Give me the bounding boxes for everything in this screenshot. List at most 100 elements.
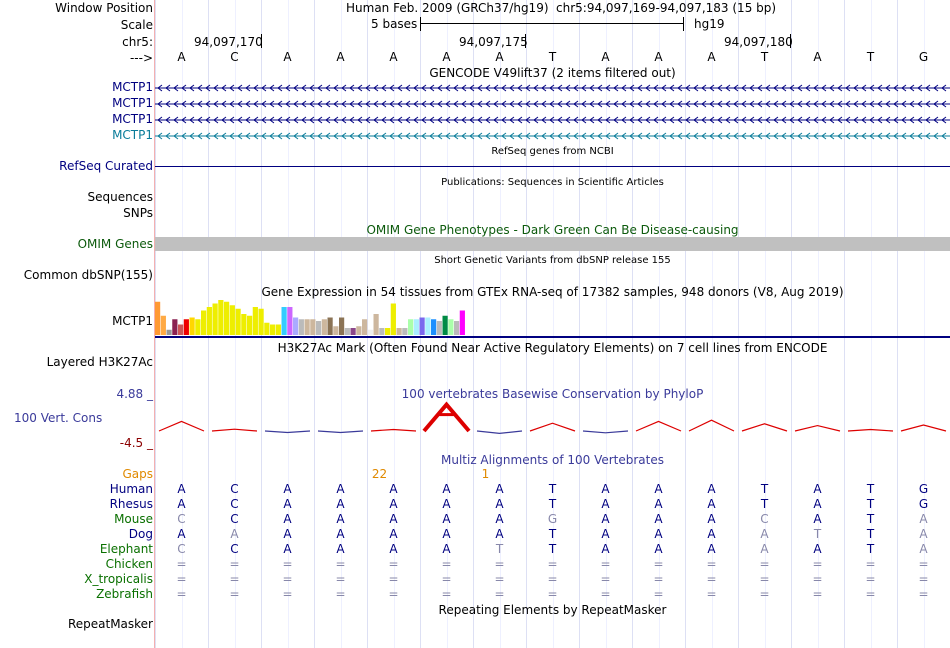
gtex-tissue-bar[interactable]	[448, 319, 454, 335]
gtex-tissue-bar[interactable]	[459, 310, 465, 336]
phylop-score-mark[interactable]	[476, 430, 523, 435]
gtex-tissue-bar[interactable]	[270, 324, 276, 336]
gtex-tissue-bar[interactable]	[425, 317, 431, 336]
gtex-tissue-bar[interactable]	[252, 307, 258, 335]
species-label[interactable]: Chicken	[105, 557, 153, 571]
gtex-tissue-bar[interactable]	[362, 319, 368, 335]
gtex-tissue-bar[interactable]	[327, 317, 333, 336]
gencode-transcript[interactable]	[155, 114, 950, 126]
gtex-tissue-bar[interactable]	[229, 305, 235, 335]
phylop-score-mark[interactable]	[317, 430, 364, 434]
gtex-tissue-bar[interactable]	[183, 319, 189, 335]
gtex-tissue-bar[interactable]	[195, 319, 201, 335]
omim-bar[interactable]	[155, 237, 950, 251]
gtex-tissue-bar[interactable]	[172, 319, 178, 335]
gtex-tissue-bar[interactable]	[155, 301, 161, 335]
gtex-tissue-bar[interactable]	[218, 300, 224, 335]
gtex-tissue-bar[interactable]	[454, 321, 460, 335]
omim-track-title[interactable]: OMIM Gene Phenotypes - Dark Green Can Be…	[366, 223, 739, 237]
refseq-track-title[interactable]: RefSeq genes from NCBI	[491, 146, 614, 157]
gtex-tissue-bar[interactable]	[333, 326, 339, 335]
gtex-tissue-bar[interactable]	[356, 326, 362, 335]
gtex-tissue-bar[interactable]	[402, 328, 408, 335]
gtex-tissue-bar[interactable]	[247, 315, 253, 335]
gtex-tissue-bar[interactable]	[287, 307, 293, 335]
gencode-transcript[interactable]	[155, 130, 950, 142]
species-label[interactable]: Human	[109, 482, 153, 496]
gtex-tissue-bar[interactable]	[293, 317, 299, 336]
gencode-item-label[interactable]: MCTP1	[112, 96, 153, 110]
gtex-tissue-bar[interactable]	[367, 329, 373, 335]
species-label[interactable]: Rhesus	[109, 497, 153, 511]
phylop-score-mark[interactable]	[635, 420, 682, 432]
sequences-label[interactable]: Sequences	[87, 190, 153, 204]
gencode-transcript[interactable]	[155, 98, 950, 110]
gtex-tissue-bar[interactable]	[310, 319, 316, 335]
phylop-score-mark[interactable]	[688, 419, 735, 432]
dbsnp-track-title[interactable]: Short Genetic Variants from dbSNP releas…	[434, 255, 671, 266]
phylop-score-mark[interactable]	[529, 422, 576, 432]
refseq-gene-line[interactable]	[155, 166, 950, 167]
gtex-tissue-bar[interactable]	[298, 319, 304, 335]
gencode-item-label[interactable]: MCTP1	[112, 128, 153, 142]
gtex-tissue-bar[interactable]	[316, 321, 322, 335]
gtex-tissue-bar[interactable]	[206, 307, 212, 335]
refseq-label[interactable]: RefSeq Curated	[59, 159, 153, 173]
gtex-tissue-bar[interactable]	[413, 319, 419, 335]
phylop-score-mark[interactable]	[370, 428, 417, 432]
gtex-tissue-bar[interactable]	[436, 321, 442, 335]
species-label[interactable]: Dog	[128, 527, 153, 541]
phylop-score-mark[interactable]	[582, 430, 629, 434]
species-label[interactable]: Mouse	[114, 512, 153, 526]
gtex-tissue-bar[interactable]	[212, 303, 218, 336]
phylop-score-mark[interactable]	[900, 424, 947, 432]
gtex-tissue-bar[interactable]	[241, 314, 247, 335]
gencode-item-label[interactable]: MCTP1	[112, 112, 153, 126]
gtex-tissue-bar[interactable]	[344, 328, 350, 335]
gtex-tissue-bar[interactable]	[379, 328, 385, 335]
gtex-tissue-bar[interactable]	[419, 317, 425, 336]
gtex-bars[interactable]	[155, 300, 950, 337]
gtex-tissue-bar[interactable]	[281, 307, 287, 335]
h3k27ac-label[interactable]: Layered H3K27Ac	[46, 355, 153, 369]
gtex-tissue-bar[interactable]	[350, 328, 356, 335]
species-label[interactable]: Elephant	[99, 542, 153, 556]
dbsnp-label[interactable]: Common dbSNP(155)	[23, 268, 153, 282]
phylop-score-mark[interactable]	[847, 428, 894, 432]
gtex-tissue-bar[interactable]	[275, 324, 281, 336]
species-label[interactable]: Zebrafish	[96, 587, 153, 601]
gtex-tissue-bar[interactable]	[431, 319, 437, 335]
publications-track-title[interactable]: Publications: Sequences in Scientific Ar…	[441, 177, 664, 188]
gtex-tissue-bar[interactable]	[304, 319, 310, 335]
phylop-score-mark[interactable]	[211, 428, 258, 432]
repeatmasker-label[interactable]: RepeatMasker	[67, 617, 153, 631]
phylop-score-mark[interactable]	[264, 430, 311, 434]
gtex-tissue-bar[interactable]	[373, 314, 379, 335]
gtex-tissue-bar[interactable]	[321, 319, 327, 335]
omim-label[interactable]: OMIM Genes	[77, 237, 153, 251]
gtex-tissue-bar[interactable]	[396, 328, 402, 335]
gtex-tissue-bar[interactable]	[160, 315, 166, 335]
gencode-item-label[interactable]: MCTP1	[112, 80, 153, 94]
gtex-tissue-bar[interactable]	[390, 303, 396, 336]
gtex-tissue-bar[interactable]	[224, 301, 230, 335]
gtex-chart[interactable]	[155, 300, 950, 337]
gtex-tissue-bar[interactable]	[442, 315, 448, 335]
gtex-tissue-bar[interactable]	[264, 322, 270, 335]
multiz-track-title[interactable]: Multiz Alignments of 100 Vertebrates	[440, 453, 665, 467]
gtex-tissue-bar[interactable]	[385, 328, 391, 335]
gtex-tissue-bar[interactable]	[189, 317, 195, 336]
gtex-track-title[interactable]: Gene Expression in 54 tissues from GTEx …	[261, 285, 844, 299]
phylop-label[interactable]: 100 Vert. Cons	[14, 411, 103, 425]
gtex-tissue-bar[interactable]	[339, 317, 345, 336]
h3k27ac-track-title[interactable]: H3K27Ac Mark (Often Found Near Active Re…	[277, 341, 828, 355]
phylop-track-title[interactable]: 100 vertebrates Basewise Conservation by…	[401, 387, 704, 401]
gencode-track-title[interactable]: GENCODE V49lift37 (2 items filtered out)	[429, 66, 676, 80]
phylop-score-mark[interactable]	[422, 401, 471, 433]
phylop-score-mark[interactable]	[794, 424, 841, 432]
gtex-tissue-bar[interactable]	[408, 319, 414, 335]
gtex-label[interactable]: MCTP1	[112, 314, 153, 328]
snps-label[interactable]: SNPs	[123, 206, 153, 220]
repeatmasker-track-title[interactable]: Repeating Elements by RepeatMasker	[438, 603, 667, 617]
gtex-tissue-bar[interactable]	[258, 308, 264, 335]
